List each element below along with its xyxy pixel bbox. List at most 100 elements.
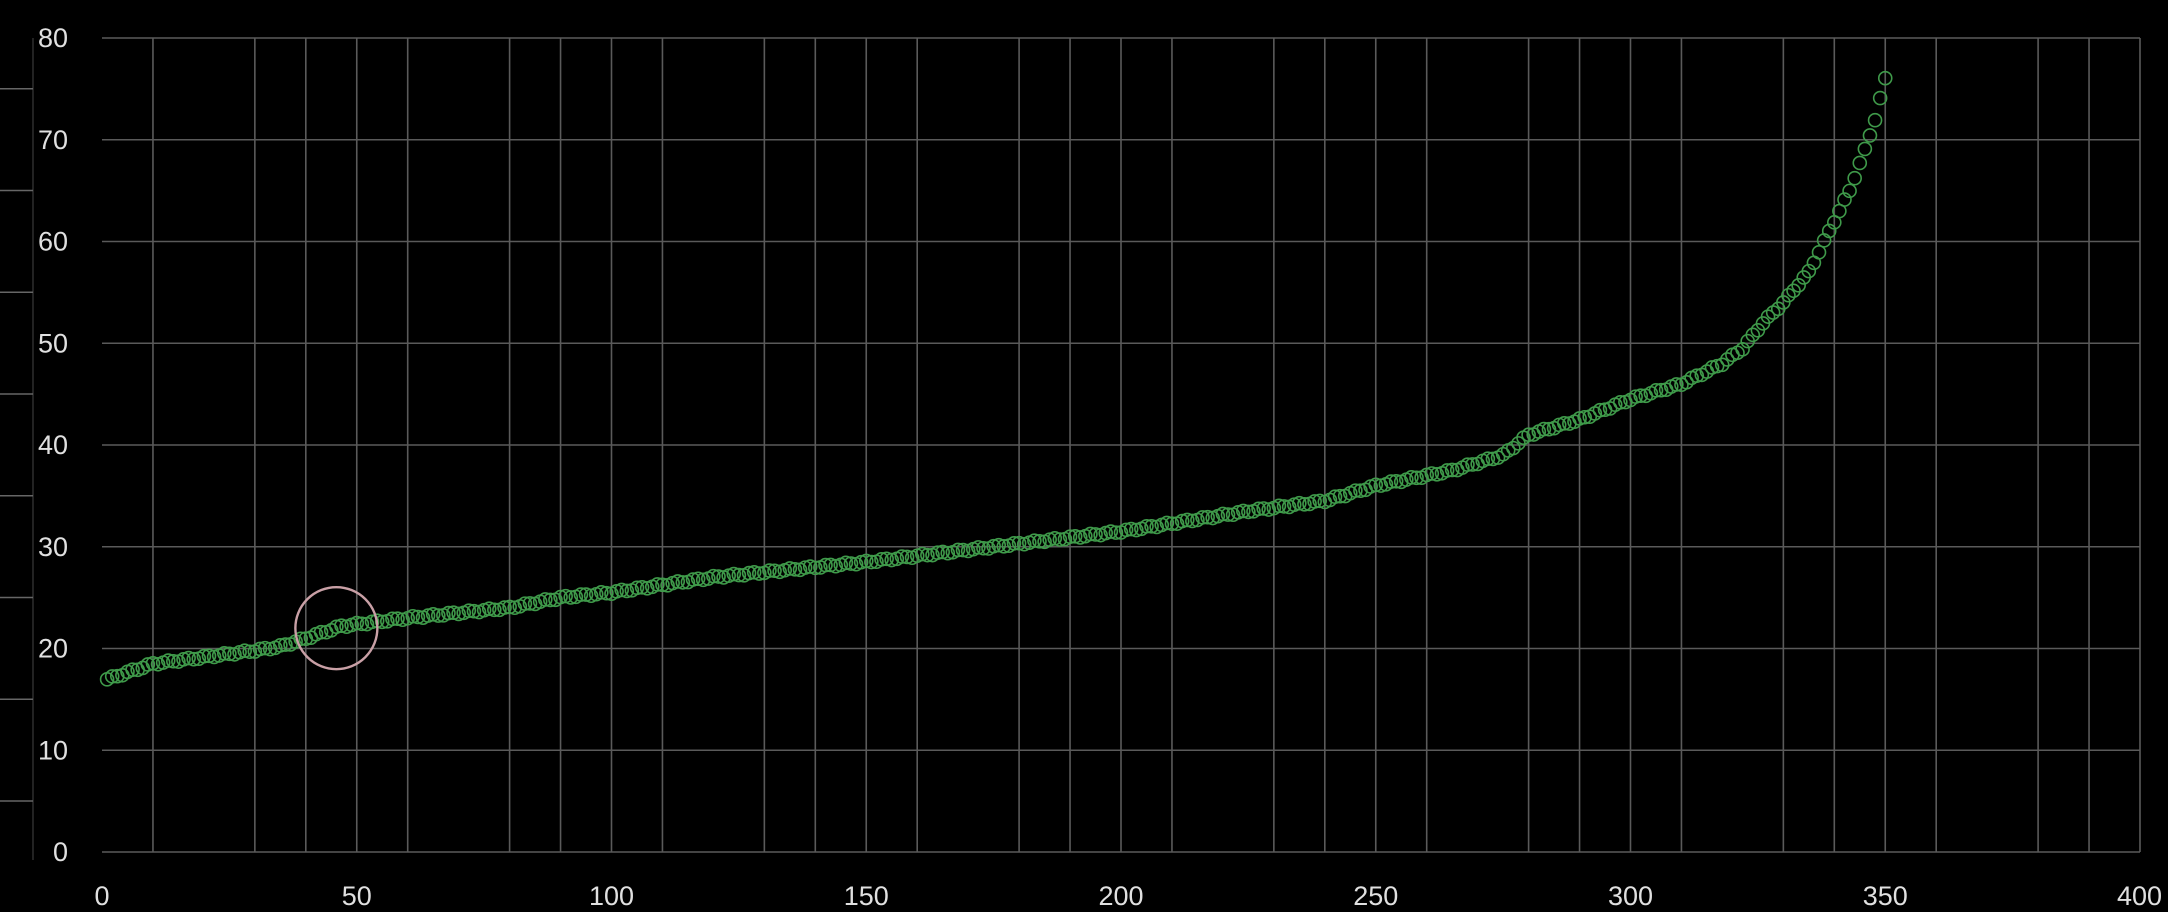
data-point <box>1144 519 1159 534</box>
data-point <box>553 589 568 605</box>
data-point <box>166 653 181 669</box>
annotations <box>294 585 379 671</box>
data-point <box>517 596 533 611</box>
y-tick-label: 80 <box>38 23 68 53</box>
data-point <box>843 556 859 571</box>
data-points <box>99 70 1893 687</box>
data-point <box>996 539 1012 554</box>
data-point <box>1424 466 1440 481</box>
data-point <box>1867 112 1883 128</box>
gridlines <box>102 37 2141 853</box>
data-point <box>1139 518 1154 534</box>
data-point <box>145 655 161 671</box>
y-tick-label: 20 <box>38 634 68 664</box>
data-point <box>864 554 879 570</box>
y-tick-label: 40 <box>38 430 68 460</box>
data-point <box>1429 467 1445 482</box>
data-point <box>1536 421 1552 437</box>
data-point <box>1256 501 1271 516</box>
data-point <box>186 651 202 667</box>
y-tick-label: 0 <box>53 837 68 867</box>
data-point <box>1027 533 1042 548</box>
data-point <box>1439 463 1455 478</box>
data-point <box>1572 411 1587 426</box>
data-point <box>1786 283 1801 299</box>
data-point <box>629 580 645 596</box>
data-point <box>690 571 706 587</box>
data-point <box>767 563 782 579</box>
data-point <box>364 614 380 630</box>
data-point <box>807 560 823 576</box>
data-point <box>293 631 309 647</box>
data-point <box>1200 509 1215 525</box>
y-tick-label: 50 <box>38 328 68 358</box>
data-point <box>216 645 232 661</box>
data-point <box>1592 402 1608 418</box>
data-point <box>695 572 711 588</box>
data-point <box>1648 383 1664 398</box>
data-point <box>1179 512 1195 528</box>
data-point <box>858 553 874 569</box>
data-point <box>1847 170 1862 186</box>
x-tick-label: 250 <box>1353 881 1398 911</box>
highlight-circle <box>294 585 379 671</box>
y-tick-label: 70 <box>38 125 68 155</box>
data-point <box>441 605 456 621</box>
data-point <box>237 643 252 659</box>
data-point <box>1251 501 1266 517</box>
data-point <box>1776 295 1791 310</box>
data-point <box>731 567 747 583</box>
data-point <box>1720 352 1735 367</box>
data-point <box>1220 507 1236 522</box>
data-point <box>1062 529 1078 544</box>
data-point <box>935 544 950 560</box>
data-point <box>1327 489 1343 505</box>
data-point <box>1271 498 1287 514</box>
data-point <box>1577 409 1592 425</box>
data-point <box>1032 534 1047 549</box>
data-point <box>497 600 512 615</box>
data-point <box>634 579 650 595</box>
data-point <box>1052 532 1068 547</box>
data-point <box>1388 473 1404 489</box>
data-point <box>1123 521 1139 537</box>
data-point <box>522 596 538 611</box>
data-point <box>543 592 558 608</box>
data-point <box>986 538 1001 554</box>
data-point <box>1409 470 1424 486</box>
data-point <box>1312 493 1328 509</box>
data-point <box>1276 499 1292 514</box>
data-point <box>1714 357 1730 373</box>
x-tick-label: 50 <box>342 881 372 911</box>
data-point <box>461 603 477 618</box>
data-point <box>940 545 956 561</box>
data-point <box>920 547 935 563</box>
data-point <box>1128 522 1144 538</box>
data-point <box>594 585 609 600</box>
data-point <box>726 566 742 582</box>
data-point <box>1877 70 1893 86</box>
data-point <box>160 653 176 668</box>
data-point <box>874 552 889 567</box>
data-point <box>1811 245 1827 260</box>
data-point <box>1791 278 1806 293</box>
data-point <box>787 562 803 577</box>
data-point <box>1556 416 1572 431</box>
data-point <box>1235 503 1251 519</box>
data-point <box>782 561 798 576</box>
data-point <box>196 648 212 664</box>
data-point <box>1735 342 1750 357</box>
data-point <box>762 563 777 578</box>
data-point <box>1292 495 1307 511</box>
data-point <box>955 542 971 558</box>
data-point <box>385 611 400 627</box>
data-point <box>1653 382 1669 398</box>
data-point <box>1857 141 1873 157</box>
data-point <box>1195 510 1210 525</box>
data-point <box>884 552 900 568</box>
data-point <box>1679 374 1694 390</box>
data-point <box>1185 513 1200 529</box>
data-point <box>670 574 686 589</box>
data-point <box>675 575 691 590</box>
data-point <box>329 619 344 635</box>
